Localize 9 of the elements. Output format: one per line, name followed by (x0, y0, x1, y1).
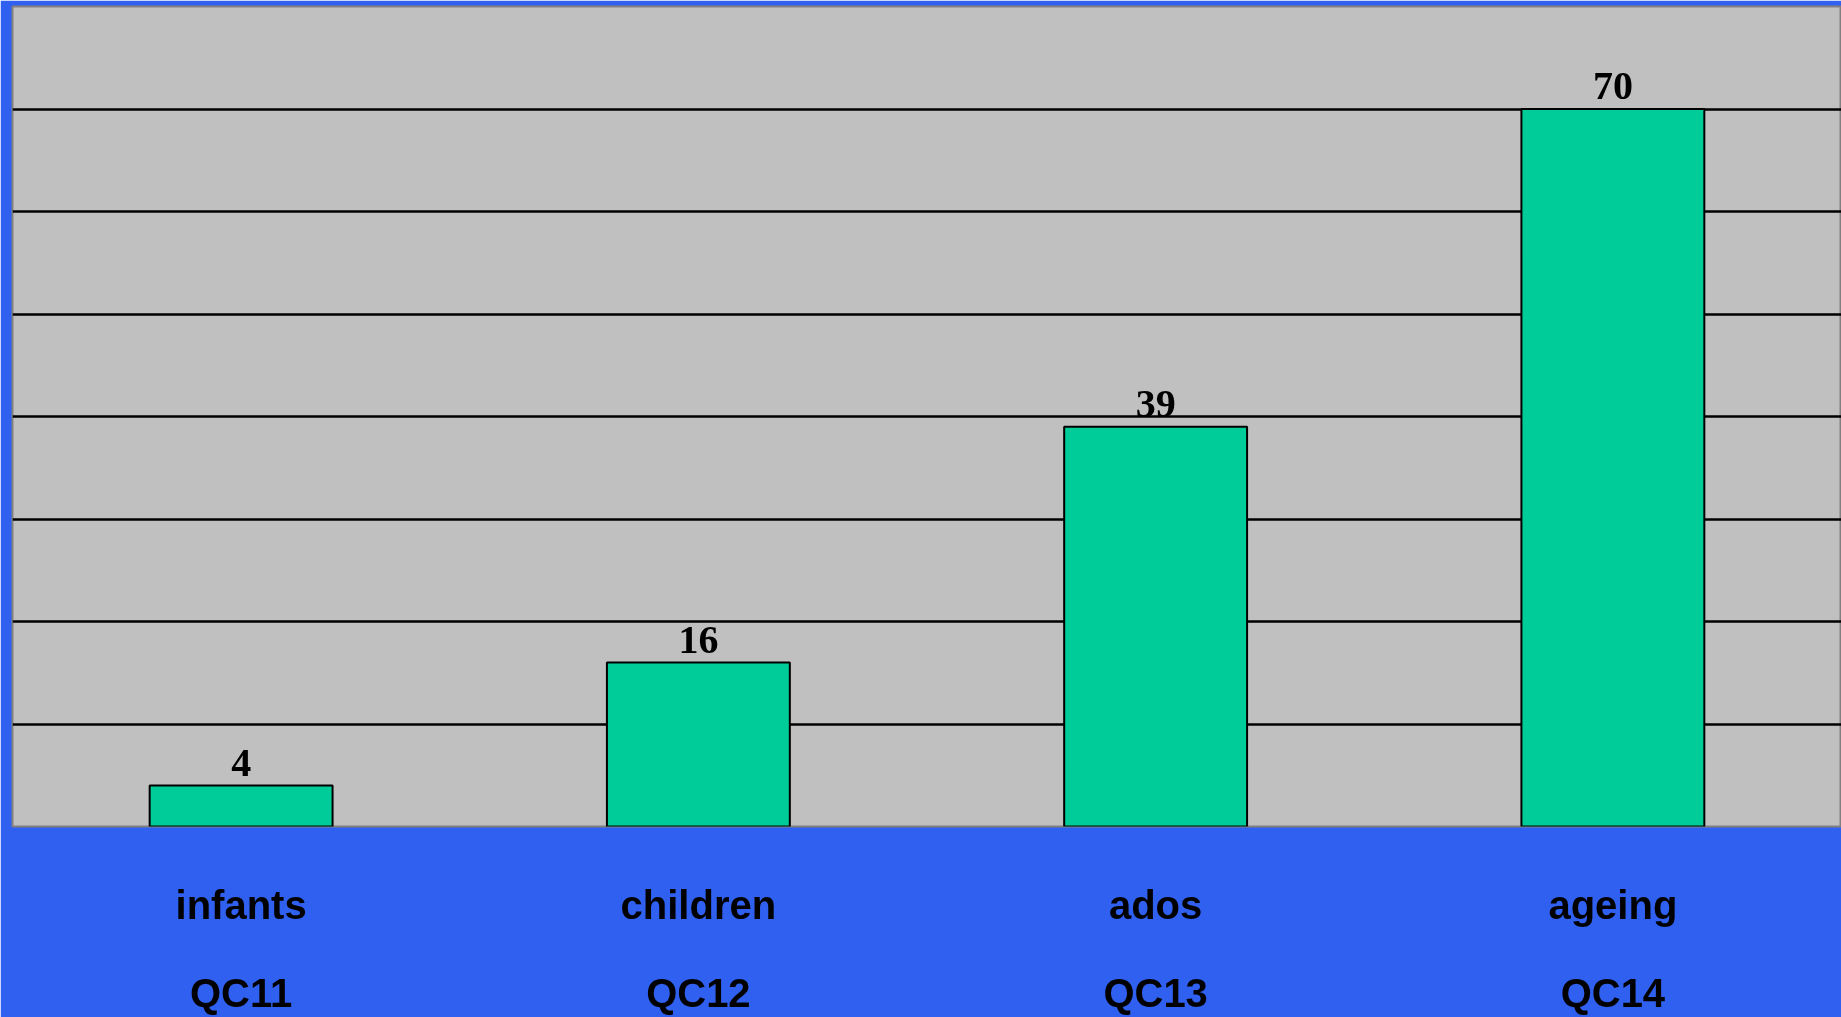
x-tick-label: ageing QC14 (1548, 882, 1678, 1015)
x-tick-label: children QC12 (620, 882, 777, 1015)
x-tick-label: infants QC11 (175, 882, 307, 1015)
bar (148, 784, 334, 827)
data-label: 70 (1592, 63, 1633, 108)
x-tick-label: ados QC13 (1103, 882, 1208, 1015)
data-label: 4 (231, 739, 252, 785)
data-label: 16 (678, 616, 719, 662)
data-label: 39 (1135, 380, 1176, 426)
